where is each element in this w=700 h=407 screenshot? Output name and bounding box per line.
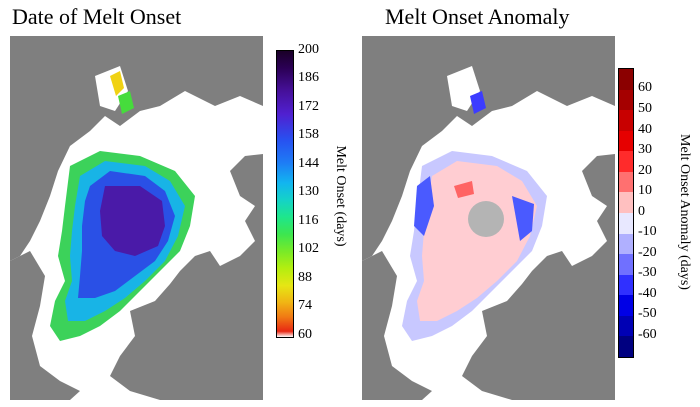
anomaly-blue-edge	[414, 176, 434, 236]
anomaly-tick-neg20: -20	[638, 245, 657, 260]
anomaly-colorbar	[618, 68, 634, 358]
land-eurasia	[110, 106, 263, 400]
colorbar-bin	[619, 336, 633, 357]
colorbar-tick-74: 74	[298, 298, 312, 313]
colorbar-bin	[619, 274, 633, 296]
colorbar-bin	[619, 69, 633, 90]
anomaly-tick-20: 20	[638, 163, 652, 178]
melt-dark-purple	[100, 186, 165, 256]
colorbar-tick-88: 88	[298, 270, 312, 285]
colorbar-bin	[619, 130, 633, 152]
anomaly-tick-0: 0	[638, 204, 645, 219]
colorbar-tick-102: 102	[298, 241, 319, 256]
colorbar-tick-200: 200	[298, 42, 319, 57]
anomaly-tick-neg10: -10	[638, 224, 657, 239]
pole-hole	[468, 201, 504, 237]
colorbar-tick-116: 116	[298, 213, 319, 228]
colorbar-bin	[619, 212, 633, 234]
anomaly-blue-edge-2	[512, 196, 534, 241]
anomaly-tick-10: 10	[638, 183, 652, 198]
land-eurasia	[462, 106, 615, 400]
colorbar-bin	[619, 233, 633, 255]
melt-onset-date-map	[10, 36, 263, 400]
anomaly-tick-neg30: -30	[638, 265, 657, 280]
melt-onset-anomaly-map	[362, 36, 615, 400]
colorbar-bin	[619, 192, 633, 213]
colorbar-tick-186: 186	[298, 70, 319, 85]
land-canada-lower	[362, 251, 432, 400]
anomaly-tick-neg40: -40	[638, 286, 657, 301]
colorbar-bin	[619, 110, 633, 131]
melt-green-strip	[118, 91, 134, 114]
colorbar-tick-144: 144	[298, 156, 319, 171]
colorbar-bin	[619, 295, 633, 316]
melt-yellow-patch	[110, 71, 124, 96]
anomaly-tick-50: 50	[638, 101, 652, 116]
anomaly-pink	[417, 161, 537, 321]
anomaly-red-patch	[454, 181, 474, 198]
anomaly-tick-40: 40	[638, 122, 652, 137]
colorbar-bin	[619, 89, 633, 111]
anomaly-blue-strip	[470, 91, 486, 114]
colorbar-tick-172: 172	[298, 99, 319, 114]
right-map-title: Melt Onset Anomaly	[385, 4, 570, 29]
melt-onset-colorbar-label: Melt Onset (days)	[333, 145, 348, 247]
land-greenland-canada	[362, 36, 615, 261]
anomaly-tick-neg60: -60	[638, 327, 657, 342]
colorbar-tick-158: 158	[298, 127, 319, 142]
colorbar-bin	[619, 254, 633, 275]
colorbar-tick-130: 130	[298, 184, 319, 199]
colorbar-bin	[619, 151, 633, 172]
colorbar-tick-60: 60	[298, 327, 312, 342]
anomaly-colorbar-label: Melt Onset Anomaly (days)	[677, 134, 692, 290]
anomaly-tick-60: 60	[638, 80, 652, 95]
land-greenland-canada	[10, 36, 263, 261]
colorbar-bin	[619, 315, 633, 337]
melt-onset-colorbar	[276, 50, 294, 338]
anomaly-tick-neg50: -50	[638, 306, 657, 321]
anomaly-tick-30: 30	[638, 142, 652, 157]
left-map-title: Date of Melt Onset	[12, 4, 182, 29]
land-canada-lower	[10, 251, 80, 400]
colorbar-bin	[619, 171, 633, 193]
